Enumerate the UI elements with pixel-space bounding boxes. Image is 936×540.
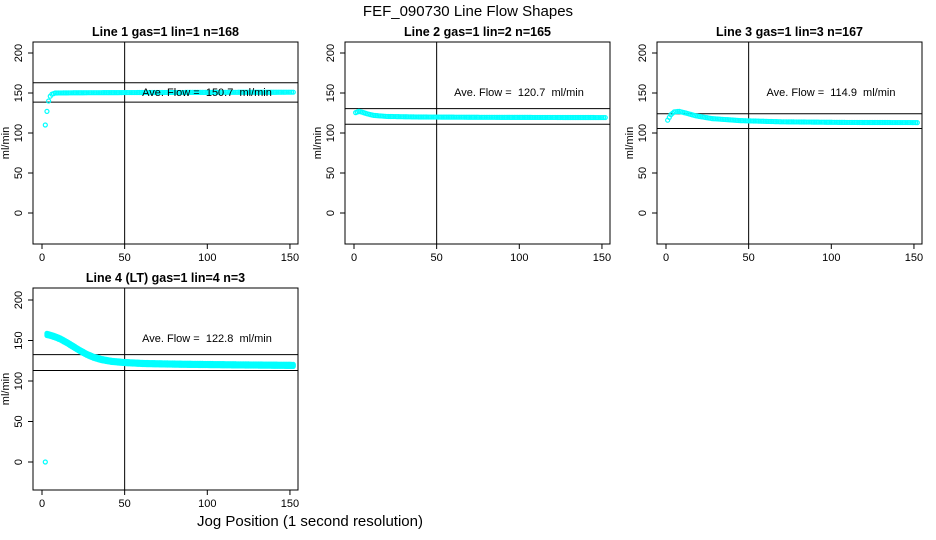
panel-line-2: 0 50 100 150 0 50 100 150 200 ml/min Line 2 gas=1… <box>312 20 624 266</box>
svg-text:150: 150 <box>13 84 25 102</box>
svg-text:150: 150 <box>905 252 923 264</box>
svg-text:0: 0 <box>39 252 45 264</box>
svg-text:100: 100 <box>198 252 216 264</box>
svg-text:200: 200 <box>325 44 337 62</box>
panel-title-2: Line 2 gas=1 lin=2 n=165 <box>404 25 551 39</box>
svg-text:150: 150 <box>13 331 25 349</box>
panel-line-1: 0 50 100 150 0 50 100 150 200 ml/min Line 1 gas=1… <box>0 20 312 266</box>
svg-text:50: 50 <box>13 167 25 179</box>
x-axis-label: Jog Position (1 second resolution) <box>197 513 423 530</box>
svg-text:0: 0 <box>663 252 669 264</box>
svg-text:ml/min: ml/min <box>624 127 636 159</box>
svg-text:100: 100 <box>637 124 649 142</box>
svg-text:0: 0 <box>637 210 649 216</box>
svg-text:200: 200 <box>637 44 649 62</box>
ave-flow-annotation-4: Ave. Flow = 122.8 ml/min <box>142 333 272 345</box>
svg-text:150: 150 <box>281 252 299 264</box>
svg-text:50: 50 <box>637 167 649 179</box>
panel-line-4: 0 50 100 150 0 50 100 150 200 ml/min Line 4 (LT) … <box>0 266 312 512</box>
plot-canvas-1: 0 50 100 150 0 50 100 150 200 ml/min <box>0 41 299 264</box>
svg-text:100: 100 <box>822 252 840 264</box>
svg-text:100: 100 <box>325 124 337 142</box>
panel-title-1: Line 1 gas=1 lin=1 n=168 <box>92 25 239 39</box>
plot-canvas-2: 0 50 100 150 0 50 100 150 200 ml/min <box>312 41 611 264</box>
svg-text:50: 50 <box>431 252 443 264</box>
svg-text:150: 150 <box>637 84 649 102</box>
svg-text:0: 0 <box>13 210 25 216</box>
svg-text:50: 50 <box>13 415 25 427</box>
svg-text:0: 0 <box>39 498 45 510</box>
svg-text:100: 100 <box>13 372 25 390</box>
panel-title-3: Line 3 gas=1 lin=3 n=167 <box>716 25 863 39</box>
svg-text:ml/min: ml/min <box>312 127 324 159</box>
panel-title-4: Line 4 (LT) gas=1 lin=4 n=3 <box>85 271 246 285</box>
svg-text:100: 100 <box>13 124 25 142</box>
svg-text:150: 150 <box>593 252 611 264</box>
svg-text:0: 0 <box>325 210 337 216</box>
ave-flow-annotation-1: Ave. Flow = 150.7 ml/min <box>142 87 272 99</box>
svg-text:100: 100 <box>510 252 528 264</box>
ave-flow-annotation-2: Ave. Flow = 120.7 ml/min <box>454 87 584 99</box>
svg-text:150: 150 <box>325 84 337 102</box>
svg-text:50: 50 <box>119 252 131 264</box>
svg-text:200: 200 <box>13 291 25 309</box>
panel-line-3: 0 50 100 150 0 50 100 150 200 ml/min Line 3 gas=1… <box>624 20 936 266</box>
svg-text:ml/min: ml/min <box>0 127 12 159</box>
svg-text:ml/min: ml/min <box>0 373 12 405</box>
svg-text:50: 50 <box>743 252 755 264</box>
svg-text:100: 100 <box>198 498 216 510</box>
svg-text:50: 50 <box>325 167 337 179</box>
svg-text:0: 0 <box>351 252 357 264</box>
svg-text:50: 50 <box>119 498 131 510</box>
svg-text:0: 0 <box>13 459 25 465</box>
plot-canvas-3: 0 50 100 150 0 50 100 150 200 ml/min <box>624 41 923 264</box>
figure-title: FEF_090730 Line Flow Shapes <box>362 3 574 20</box>
plot-canvas-4: 0 50 100 150 0 50 100 150 200 ml/min <box>0 287 299 510</box>
ave-flow-annotation-3: Ave. Flow = 114.9 ml/min <box>766 87 896 99</box>
svg-text:200: 200 <box>13 44 25 62</box>
svg-text:150: 150 <box>281 498 299 510</box>
